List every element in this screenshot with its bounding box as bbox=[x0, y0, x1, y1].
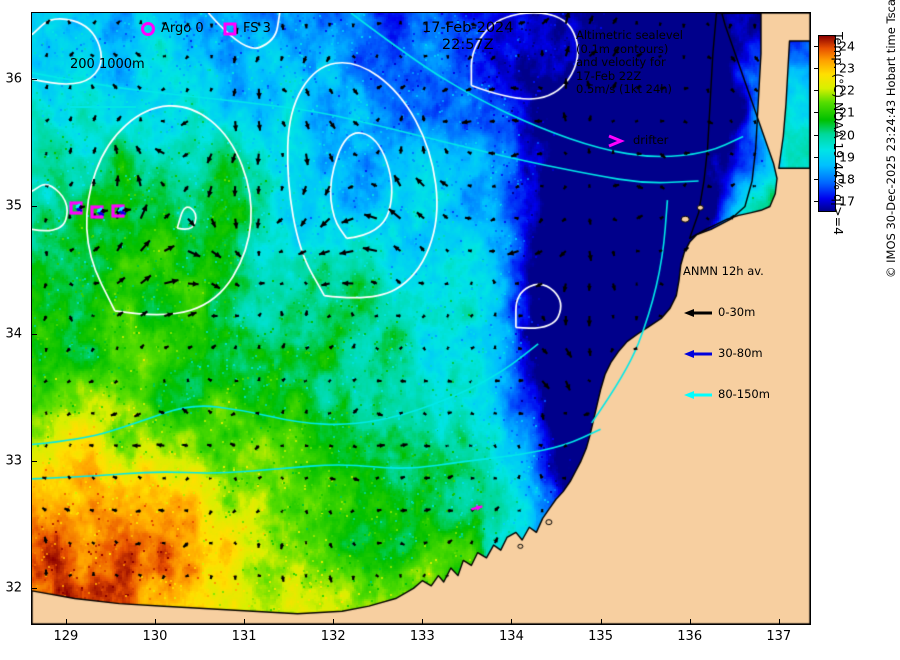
colorbar-label-23: 23 bbox=[839, 60, 855, 76]
x-tickmark bbox=[689, 619, 691, 625]
colorbar-title: Temp. (°C) NOAA 19 44% q|>=4 bbox=[831, 32, 846, 236]
colorbar-label-17: 17 bbox=[839, 193, 855, 209]
colorbar-label-21: 21 bbox=[839, 104, 855, 120]
argo-label: Argo 0 bbox=[161, 21, 204, 37]
anmn-legend: ANMN 12h av. 0-30m 30-80m bbox=[683, 238, 770, 429]
y-tick-label-33: 33 bbox=[5, 453, 22, 469]
anmn-label-2: 80-150m bbox=[718, 387, 770, 402]
x-tick-label-133: 133 bbox=[409, 629, 435, 644]
map-plot-area[interactable]: 17-Feb-2024 22:57Z Altimetric sealevel (0.… bbox=[31, 12, 811, 625]
x-tickmark bbox=[244, 619, 246, 625]
anmn-item-2: 80-150m bbox=[683, 388, 770, 402]
colorbar-tickmark bbox=[814, 178, 818, 180]
colorbar-label-24: 24 bbox=[839, 38, 855, 54]
colorbar-tickmark bbox=[814, 200, 818, 202]
scalebar-label: 200 1000m bbox=[70, 56, 145, 72]
map-title: 17-Feb-2024 22:57Z bbox=[422, 20, 514, 54]
x-tickmark bbox=[511, 619, 513, 625]
x-tick-label-129: 129 bbox=[53, 629, 79, 644]
y-tickmark bbox=[31, 333, 37, 335]
title-date: 17-Feb-2024 bbox=[422, 20, 514, 36]
colorbar-tickmark bbox=[814, 134, 818, 136]
x-tickmark bbox=[422, 619, 424, 625]
fs-square-icon bbox=[223, 22, 237, 36]
colorbar-tickmark bbox=[814, 46, 818, 48]
drifter-legend: drifter bbox=[607, 134, 668, 148]
alti-line-3: 17-Feb 22Z bbox=[576, 68, 642, 83]
arrow-cyan-icon bbox=[684, 391, 712, 400]
colorbar-tickmark bbox=[814, 156, 818, 158]
anmn-label-0: 0-30m bbox=[718, 305, 756, 320]
colorbar-label-19: 19 bbox=[839, 149, 855, 165]
x-tick-label-131: 131 bbox=[231, 629, 257, 644]
arrow-black-icon bbox=[684, 308, 712, 317]
x-tickmark bbox=[154, 619, 156, 625]
y-tick-label-32: 32 bbox=[5, 580, 22, 596]
title-time: 22:57Z bbox=[441, 37, 494, 54]
alti-line-4: 0.5m/s (1kt 24h) bbox=[576, 82, 673, 97]
y-tickmark bbox=[31, 588, 37, 590]
y-tickmark bbox=[31, 206, 37, 208]
x-tickmark bbox=[65, 619, 67, 625]
y-tick-label-35: 35 bbox=[5, 198, 22, 214]
y-tickmark bbox=[31, 461, 37, 463]
x-tick-label-134: 134 bbox=[499, 629, 524, 644]
colorbar-label-22: 22 bbox=[839, 82, 855, 98]
colorbar-gradient bbox=[819, 36, 835, 211]
x-tick-label-137: 137 bbox=[766, 629, 792, 644]
bathymetry-scale-legend: 200 1000m bbox=[70, 26, 145, 138]
x-tickmark bbox=[333, 619, 335, 625]
altimetry-annotation: Altimetric sealevel (0.1m contours) and ve… bbox=[576, 28, 683, 97]
alti-line-0: Altimetric sealevel bbox=[576, 28, 683, 42]
anmn-item-0: 0-30m bbox=[683, 305, 770, 320]
colorbar-tickmark bbox=[814, 68, 818, 70]
x-tickmark bbox=[600, 619, 602, 625]
sst-field-canvas bbox=[32, 13, 810, 624]
colorbar-tickmark bbox=[814, 90, 818, 92]
colorbar-tickmark bbox=[814, 112, 818, 114]
x-tick-label-135: 135 bbox=[588, 629, 613, 644]
colorbar-label-18: 18 bbox=[839, 171, 855, 187]
arrow-blue-icon bbox=[684, 349, 712, 358]
copyright-text: © IMOS 30-Dec-2025 23:24:43 Hobart time … bbox=[884, 0, 898, 278]
x-tick-label-136: 136 bbox=[677, 629, 703, 644]
anmn-label-1: 30-80m bbox=[718, 346, 763, 361]
x-tickmark bbox=[778, 619, 780, 625]
y-tickmark bbox=[31, 79, 37, 81]
y-tick-label-34: 34 bbox=[5, 326, 22, 342]
anmn-title: ANMN 12h av. bbox=[683, 264, 764, 279]
fs-label: FS 3 bbox=[243, 21, 271, 37]
x-tick-label-130: 130 bbox=[142, 629, 168, 644]
drifter-label: drifter bbox=[633, 133, 669, 148]
drifter-arrow-icon bbox=[608, 134, 625, 148]
alti-line-1: (0.1m contours) bbox=[576, 41, 669, 56]
argo-circle-icon bbox=[141, 22, 155, 36]
colorbar-label-20: 20 bbox=[839, 127, 855, 143]
alti-line-2: and velocity for bbox=[576, 55, 666, 70]
argo-legend: Argo 0 bbox=[140, 21, 204, 37]
anmn-item-1: 30-80m bbox=[683, 347, 770, 361]
scalebar-line bbox=[70, 105, 136, 108]
colorbar bbox=[818, 35, 836, 212]
fs-legend: FS 3 bbox=[222, 21, 271, 37]
x-tick-label-132: 132 bbox=[320, 629, 346, 644]
y-tick-label-36: 36 bbox=[5, 71, 22, 87]
